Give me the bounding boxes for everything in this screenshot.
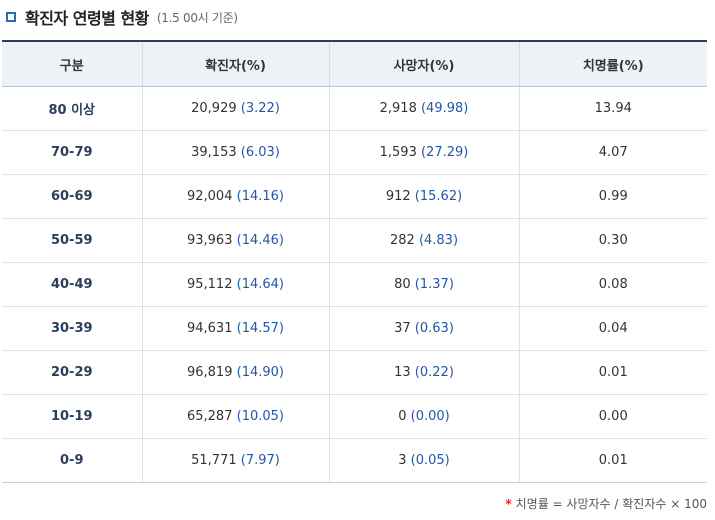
section-header: 확진자 연령별 현황 (1.5 00시 기준) — [6, 4, 238, 30]
age-group-cell: 10-19 — [2, 394, 142, 439]
deaths-percent: (0.22) — [414, 365, 454, 380]
confirmed-cell: 93,963 (14.46) — [141, 218, 329, 263]
confirmed-value: 65,287 — [186, 409, 233, 424]
deaths-cell: 80 (1.37) — [328, 262, 519, 307]
deaths-cell: 3 (0.05) — [328, 438, 519, 483]
deaths-percent: (4.83) — [418, 233, 459, 248]
age-group-cell: 80 이상 — [2, 86, 142, 131]
deaths-value: 282 — [389, 233, 415, 248]
footnote: * 치명률 = 사망자수 / 확진자수 × 100 — [505, 495, 707, 512]
age-stats-table: 구분 확진자(%) 사망자(%) 치명률(%) 80 이상 20,929 (3.… — [2, 40, 707, 483]
confirmed-percent: (14.57) — [236, 321, 284, 336]
fatality-cell: 13.94 — [518, 86, 707, 131]
fatality-cell: 0.08 — [518, 262, 707, 307]
confirmed-percent: (7.97) — [240, 453, 280, 468]
confirmed-value: 92,004 — [186, 189, 233, 204]
table-row: 0-9 51,771 (7.97) 3 (0.05) 0.01 — [2, 438, 707, 483]
confirmed-cell: 65,287 (10.05) — [141, 394, 329, 439]
page-subtitle: (1.5 00시 기준) — [156, 10, 238, 25]
age-group-cell: 50-59 — [2, 218, 142, 263]
table-row: 30-39 94,631 (14.57) 37 (0.63) 0.04 — [2, 306, 707, 351]
deaths-cell: 282 (4.83) — [328, 218, 519, 263]
fatality-cell: 0.04 — [518, 306, 707, 351]
square-bullet-icon — [6, 12, 16, 22]
age-group-cell: 60-69 — [2, 174, 142, 219]
table-row: 20-29 96,819 (14.90) 13 (0.22) 0.01 — [2, 350, 707, 395]
confirmed-cell: 94,631 (14.57) — [141, 306, 329, 351]
deaths-cell: 0 (0.00) — [328, 394, 519, 439]
deaths-cell: 1,593 (27.29) — [328, 130, 519, 175]
deaths-value: 0 — [398, 409, 407, 424]
column-header-deaths: 사망자(%) — [328, 40, 519, 87]
page-title: 확진자 연령별 현황 — [25, 9, 149, 28]
column-header-confirmed: 확진자(%) — [141, 40, 329, 87]
table-row: 10-19 65,287 (10.05) 0 (0.00) 0.00 — [2, 394, 707, 439]
confirmed-percent: (14.90) — [236, 365, 284, 380]
table-body: 80 이상 20,929 (3.22) 2,918 (49.98) 13.94 … — [2, 86, 707, 483]
confirmed-percent: (6.03) — [240, 145, 280, 160]
confirmed-cell: 92,004 (14.16) — [141, 174, 329, 219]
confirmed-percent: (10.05) — [236, 409, 284, 424]
confirmed-cell: 96,819 (14.90) — [141, 350, 329, 395]
deaths-value: 1,593 — [379, 145, 417, 160]
confirmed-value: 95,112 — [186, 277, 233, 292]
deaths-value: 3 — [398, 453, 407, 468]
deaths-percent: (27.29) — [420, 145, 469, 160]
table-header: 구분 확진자(%) 사망자(%) 치명률(%) — [2, 40, 707, 87]
deaths-cell: 13 (0.22) — [328, 350, 519, 395]
confirmed-value: 51,771 — [191, 453, 237, 468]
confirmed-cell: 39,153 (6.03) — [141, 130, 329, 175]
confirmed-percent: (14.16) — [236, 189, 284, 204]
confirmed-cell: 51,771 (7.97) — [141, 438, 329, 483]
deaths-percent: (1.37) — [414, 277, 454, 292]
deaths-percent: (49.98) — [420, 101, 469, 116]
age-group-cell: 20-29 — [2, 350, 142, 395]
asterisk-icon: * — [505, 497, 512, 511]
deaths-percent: (0.00) — [410, 409, 450, 424]
deaths-cell: 2,918 (49.98) — [328, 86, 519, 131]
confirmed-value: 93,963 — [186, 233, 233, 248]
table-row: 60-69 92,004 (14.16) 912 (15.62) 0.99 — [2, 174, 707, 219]
fatality-cell: 4.07 — [518, 130, 707, 175]
age-group-cell: 70-79 — [2, 130, 142, 175]
age-group-cell: 40-49 — [2, 262, 142, 307]
deaths-cell: 912 (15.62) — [328, 174, 519, 219]
table-row: 40-49 95,112 (14.64) 80 (1.37) 0.08 — [2, 262, 707, 307]
deaths-value: 2,918 — [379, 101, 417, 116]
confirmed-value: 39,153 — [191, 145, 237, 160]
header-row: 구분 확진자(%) 사망자(%) 치명률(%) — [2, 40, 707, 87]
fatality-cell: 0.01 — [518, 438, 707, 483]
confirmed-percent: (14.46) — [236, 233, 284, 248]
fatality-cell: 0.01 — [518, 350, 707, 395]
deaths-percent: (0.63) — [414, 321, 454, 336]
deaths-value: 80 — [394, 277, 411, 292]
deaths-cell: 37 (0.63) — [328, 306, 519, 351]
confirmed-cell: 95,112 (14.64) — [141, 262, 329, 307]
column-header-fatality: 치명률(%) — [518, 40, 707, 87]
fatality-cell: 0.00 — [518, 394, 707, 439]
confirmed-value: 94,631 — [186, 321, 233, 336]
deaths-value: 13 — [394, 365, 411, 380]
confirmed-cell: 20,929 (3.22) — [141, 86, 329, 131]
confirmed-value: 20,929 — [191, 101, 237, 116]
age-group-cell: 0-9 — [2, 438, 142, 483]
fatality-cell: 0.30 — [518, 218, 707, 263]
deaths-percent: (0.05) — [410, 453, 450, 468]
table-row: 50-59 93,963 (14.46) 282 (4.83) 0.30 — [2, 218, 707, 263]
column-header-category: 구분 — [2, 40, 142, 87]
age-group-cell: 30-39 — [2, 306, 142, 351]
deaths-percent: (15.62) — [414, 189, 463, 204]
deaths-value: 912 — [385, 189, 411, 204]
deaths-value: 37 — [394, 321, 411, 336]
confirmed-percent: (3.22) — [240, 101, 280, 116]
fatality-cell: 0.99 — [518, 174, 707, 219]
footnote-text: 치명률 = 사망자수 / 확진자수 × 100 — [515, 497, 707, 511]
table-row: 70-79 39,153 (6.03) 1,593 (27.29) 4.07 — [2, 130, 707, 175]
confirmed-value: 96,819 — [186, 365, 233, 380]
confirmed-percent: (14.64) — [236, 277, 284, 292]
table-row: 80 이상 20,929 (3.22) 2,918 (49.98) 13.94 — [2, 86, 707, 131]
